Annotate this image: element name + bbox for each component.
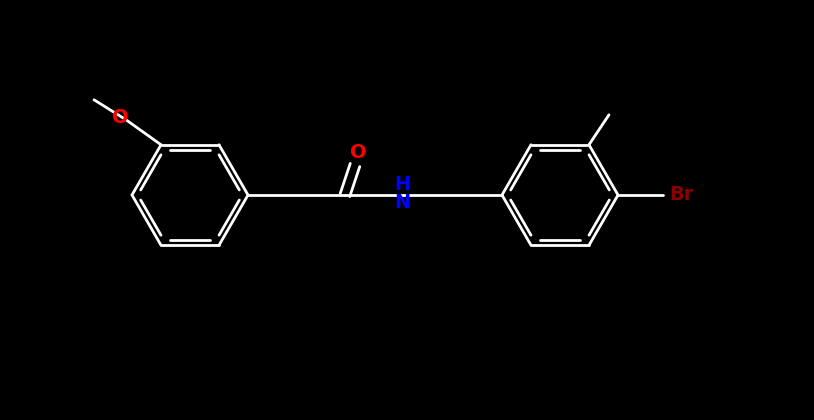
Text: N: N (394, 194, 410, 213)
Text: H: H (394, 176, 410, 194)
Text: O: O (350, 144, 366, 163)
Text: Br: Br (669, 186, 694, 205)
Text: O: O (112, 108, 129, 127)
